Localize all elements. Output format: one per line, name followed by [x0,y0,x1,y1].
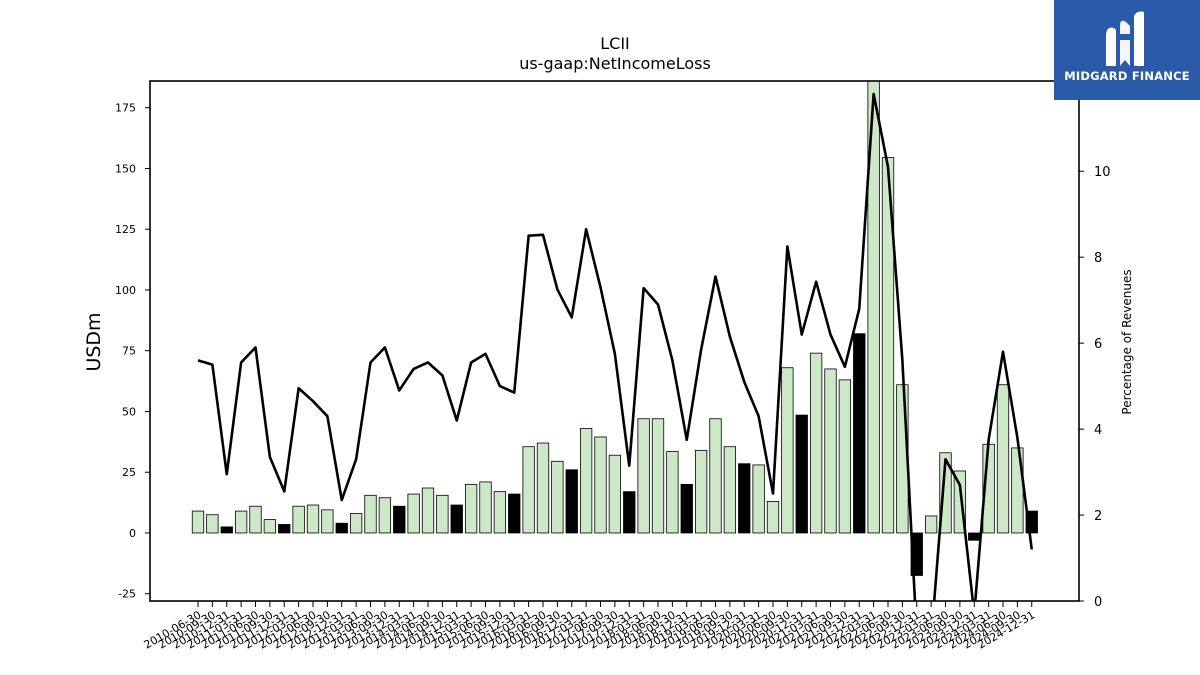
bar-2014-09-30 [436,494,449,534]
bar-2016-12-31 [565,469,578,534]
bar-2015-06-30 [479,481,492,534]
bar-2021-03-31 [809,352,823,534]
bar-2012-03-31 [292,505,305,534]
bar-2024-06-30 [996,384,1010,534]
bar-2018-09-30 [666,451,679,534]
bar-2023-09-30 [953,470,967,534]
plot-frame [149,80,1080,602]
bar-2016-09-30 [551,460,564,534]
y-tick-label: 75 [122,345,136,358]
y2-tick-label: 10 [1094,165,1111,180]
bar-2013-06-30 [364,494,377,534]
bar-2022-12-31 [910,532,923,576]
bar-2021-06-30 [824,368,837,534]
bar-2014-03-31 [407,493,420,534]
y2-axis-label: Percentage of Revenues [1120,269,1134,414]
bar-2017-06-30 [594,436,607,534]
bar-2012-12-31 [335,522,348,534]
bar-2013-12-31 [393,505,406,534]
y2-tick-label: 2 [1094,509,1102,524]
bar-2021-09-30 [838,379,852,534]
bar-2013-03-31 [349,513,363,534]
bar-2011-06-30 [249,505,262,534]
line-series [197,92,1034,601]
bar-2022-03-31 [867,81,880,534]
y-tick-label: 50 [122,405,136,418]
bar-series [191,81,1038,576]
bar-2018-03-31 [637,418,650,534]
bar-2015-03-31 [464,483,478,534]
bar-2010-06-30 [191,510,205,534]
chart-subtitle: us-gaap:NetIncomeLoss [519,54,711,73]
bar-2011-03-31 [234,510,248,534]
bar-2020-03-31 [752,464,765,534]
y-axis-label: USDm [83,312,105,371]
bar-2012-09-30 [321,509,334,534]
y-tick-label: 150 [115,162,136,175]
bar-2023-03-31 [924,515,938,534]
bar-2019-03-31 [694,449,708,534]
bar-2014-12-31 [450,504,463,534]
bar-2024-12-31 [1025,510,1038,534]
y-tick-label: 100 [115,284,136,297]
midgard-stylized-m-icon [1106,11,1144,67]
y-tick-label: 25 [122,466,136,479]
bar-2022-06-30 [881,157,895,534]
bar-2019-06-30 [709,418,722,534]
y2-tick-label: 8 [1094,251,1102,266]
bar-2023-12-31 [968,532,981,541]
bar-2020-06-30 [766,500,780,534]
bar-2017-03-31 [579,428,593,534]
bar-2012-06-30 [306,504,320,534]
bar-2018-06-30 [651,418,665,534]
bar-2013-09-30 [378,497,392,534]
bar-2015-12-31 [508,493,521,534]
bar-2021-12-31 [853,333,866,534]
bar-2011-12-31 [278,524,291,534]
chart-title: LCII [600,34,630,53]
bar-2014-06-30 [421,487,435,534]
y-tick-label: -25 [118,588,136,601]
bar-2020-09-30 [781,367,794,534]
y-tick-label: 125 [115,223,136,236]
bar-2020-12-31 [795,414,808,534]
y2-tick-label: 4 [1094,423,1102,438]
bar-2016-06-30 [536,442,550,534]
bar-2016-03-31 [522,446,535,534]
bar-2019-09-30 [723,446,737,534]
midgard-finance-logo: MIDGARD FINANCE [1054,0,1200,100]
bar-2015-09-30 [493,491,507,534]
bar-2019-12-31 [738,463,751,534]
logo-text: MIDGARD FINANCE [1064,69,1190,83]
bar-2018-12-31 [680,483,693,534]
bar-2023-06-30 [939,452,952,534]
bar-2017-12-31 [623,491,636,534]
y2-tick-label: 6 [1094,337,1102,352]
y2-tick-label: 0 [1094,595,1102,610]
bar-2011-09-30 [263,519,277,534]
y-tick-label: 175 [115,102,136,115]
bar-2010-12-31 [220,526,233,534]
bar-2010-09-30 [206,514,219,534]
y-tick-label: 0 [129,527,136,540]
bar-2017-09-30 [608,454,622,534]
